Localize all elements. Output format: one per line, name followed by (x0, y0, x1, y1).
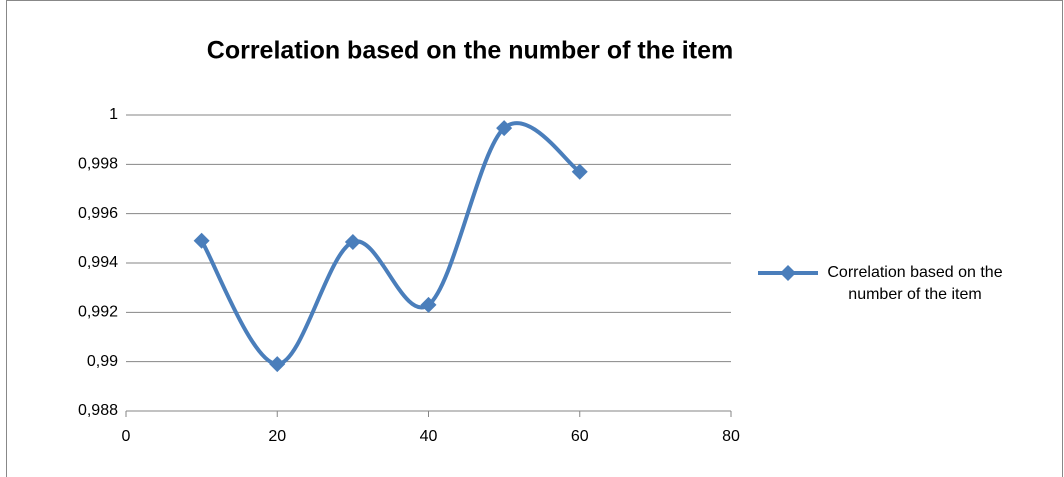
data-point (344, 234, 361, 251)
legend-label: Correlation based on the number of the i… (827, 264, 1003, 303)
series-line (199, 121, 581, 367)
y-tick-label: 0,994 (78, 254, 118, 271)
x-tick-label: 20 (268, 428, 286, 445)
y-tick-label: 0,988 (78, 402, 118, 419)
x-tick-label: 60 (571, 428, 589, 445)
chart-title: Correlation based on the number of the i… (207, 37, 733, 65)
y-tick-label: 0,998 (78, 156, 118, 173)
x-tick-label: 0 (122, 428, 131, 445)
data-point (496, 120, 513, 137)
data-point (269, 356, 286, 373)
x-tick-label: 40 (420, 428, 438, 445)
y-tick-label: 0,992 (78, 304, 118, 321)
data-point (193, 232, 210, 249)
chart-border (6, 0, 1063, 477)
data-point (420, 296, 437, 313)
y-tick-label: 1 (109, 106, 118, 123)
legend-marker (780, 265, 796, 281)
x-tick-label: 80 (722, 428, 740, 445)
y-tick-label: 0,99 (87, 353, 118, 370)
data-point (571, 163, 588, 180)
y-tick-label: 0,996 (78, 205, 118, 222)
